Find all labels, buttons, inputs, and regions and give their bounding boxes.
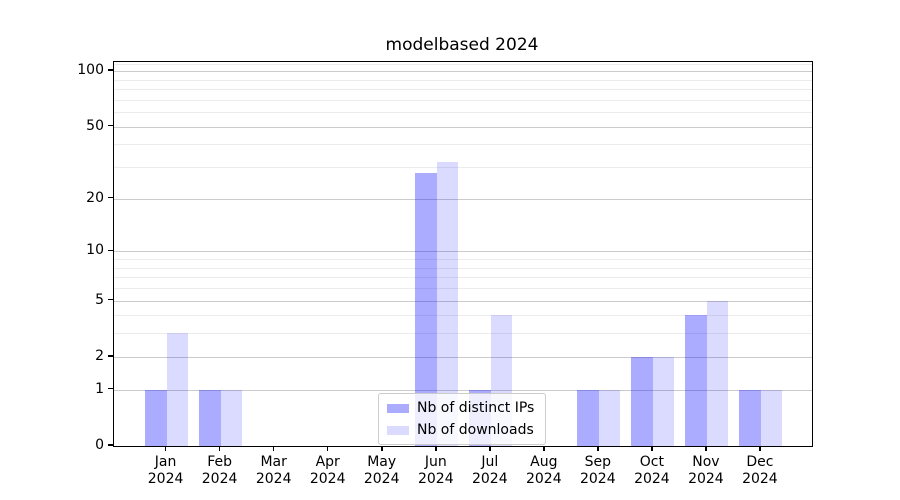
- y-tick-label: 2: [95, 347, 104, 364]
- minor-gridline: [114, 167, 812, 169]
- x-tick-mark: [435, 446, 437, 451]
- x-tick-mark: [489, 446, 491, 451]
- x-tick-label: Feb 2024: [201, 454, 238, 487]
- minor-gridline: [114, 112, 812, 114]
- major-gridline: [114, 71, 812, 73]
- y-tick-mark: [108, 355, 113, 357]
- x-tick-label: Jun 2024: [417, 454, 454, 487]
- legend-item-distinct-ips: Nb of distinct IPs: [387, 400, 537, 416]
- y-tick-mark: [108, 196, 113, 199]
- bar-distinct-ips: [577, 389, 599, 446]
- minor-gridline: [114, 63, 812, 65]
- bar-downloads: [706, 300, 729, 446]
- major-gridline: [114, 356, 812, 358]
- bar-downloads: [220, 389, 243, 446]
- y-tick-mark: [108, 387, 113, 390]
- x-tick-label: Dec 2024: [742, 454, 778, 487]
- y-tick-mark: [108, 69, 113, 71]
- y-tick-label: 100: [77, 62, 104, 79]
- bar-distinct-ips: [415, 172, 437, 446]
- bar-distinct-ips: [199, 389, 221, 446]
- x-tick-label: Sep 2024: [579, 454, 616, 487]
- x-tick-label: Mar 2024: [255, 454, 292, 487]
- legend-label: Nb of downloads: [417, 422, 534, 438]
- y-tick-mark: [108, 124, 113, 127]
- plot-area: Nb of distinct IPs Nb of downloads: [113, 61, 813, 447]
- x-tick-label: Nov 2024: [688, 454, 724, 487]
- bar-downloads: [652, 356, 675, 446]
- major-gridline: [114, 251, 812, 253]
- bar-distinct-ips: [739, 389, 761, 446]
- x-tick-mark: [218, 446, 221, 451]
- y-tick-mark: [108, 298, 113, 301]
- y-tick-label: 0: [95, 437, 104, 453]
- minor-gridline: [114, 333, 812, 335]
- x-tick-label: Aug 2024: [525, 454, 562, 487]
- bar-downloads: [436, 162, 459, 446]
- x-tick-mark: [651, 446, 653, 451]
- minor-gridline: [114, 259, 812, 260]
- y-tick-label: 1: [95, 380, 104, 397]
- legend-label: Nb of distinct IPs: [417, 400, 535, 416]
- major-gridline: [114, 389, 812, 391]
- x-tick-label: May 2024: [363, 454, 400, 487]
- x-tick-mark: [272, 446, 275, 451]
- x-tick-label: Jan 2024: [147, 454, 184, 487]
- y-tick-label: 5: [95, 291, 104, 308]
- major-gridline: [114, 126, 812, 128]
- y-tick-label: 50: [86, 117, 104, 134]
- x-tick-mark: [326, 446, 329, 451]
- x-tick-mark: [759, 446, 761, 451]
- x-axis: Jan 2024 Feb 2024 Mar 2024 Apr 2024 May 2024…: [113, 446, 811, 496]
- major-gridline: [114, 198, 812, 200]
- x-tick-mark: [543, 446, 545, 451]
- minor-gridline: [114, 277, 812, 279]
- minor-gridline: [114, 315, 812, 317]
- bar-distinct-ips: [631, 356, 653, 446]
- bar-downloads: [760, 389, 783, 446]
- bar-downloads: [166, 333, 189, 446]
- bar-downloads: [598, 389, 621, 446]
- y-axis-tick-labels: 100 50 20 10 5 2 1 0: [0, 61, 104, 452]
- bar-distinct-ips: [145, 389, 167, 446]
- x-tick-label: Apr 2024: [309, 454, 346, 487]
- x-tick-mark: [705, 446, 707, 451]
- y-tick-label: 20: [86, 189, 104, 206]
- y-tick-mark: [108, 444, 113, 446]
- minor-gridline: [114, 99, 812, 101]
- x-tick-label: Oct 2024: [634, 454, 670, 487]
- y-tick-mark: [108, 249, 113, 251]
- major-gridline: [114, 300, 812, 302]
- x-tick-mark: [597, 446, 599, 451]
- minor-gridline: [114, 144, 812, 146]
- y-axis-tick-marks: [108, 61, 113, 446]
- legend-swatch-distinct-ips: [387, 403, 409, 413]
- legend-item-downloads: Nb of downloads: [387, 422, 537, 438]
- bar-distinct-ips: [685, 315, 707, 446]
- minor-gridline: [114, 89, 812, 90]
- minor-gridline: [114, 79, 812, 81]
- x-tick-mark: [381, 446, 383, 451]
- minor-gridline: [114, 287, 812, 289]
- y-tick-label: 10: [86, 242, 104, 259]
- minor-gridline: [114, 267, 812, 269]
- legend: Nb of distinct IPs Nb of downloads: [378, 393, 546, 445]
- x-tick-mark: [164, 446, 167, 451]
- legend-swatch-downloads: [387, 425, 409, 435]
- chart-title: modelbased 2024: [385, 35, 539, 55]
- x-tick-label: Jul 2024: [471, 454, 508, 487]
